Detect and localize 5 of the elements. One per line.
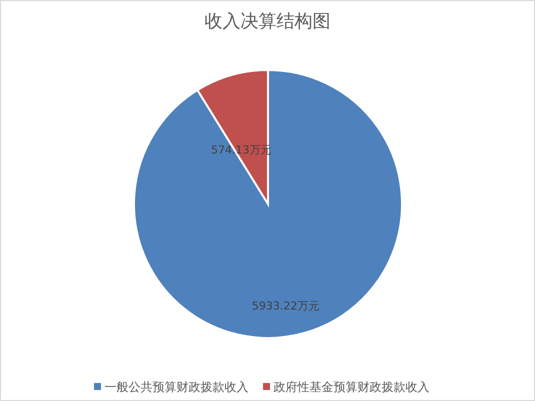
legend-label: 一般公共预算财政拨款收入 bbox=[104, 380, 248, 394]
legend-label: 政府性基金预算财政拨款收入 bbox=[274, 380, 430, 394]
data-label: 5933.22万元 bbox=[252, 299, 320, 312]
chart-title: 收入决算结构图 bbox=[204, 10, 332, 33]
pie-slice bbox=[133, 69, 403, 339]
